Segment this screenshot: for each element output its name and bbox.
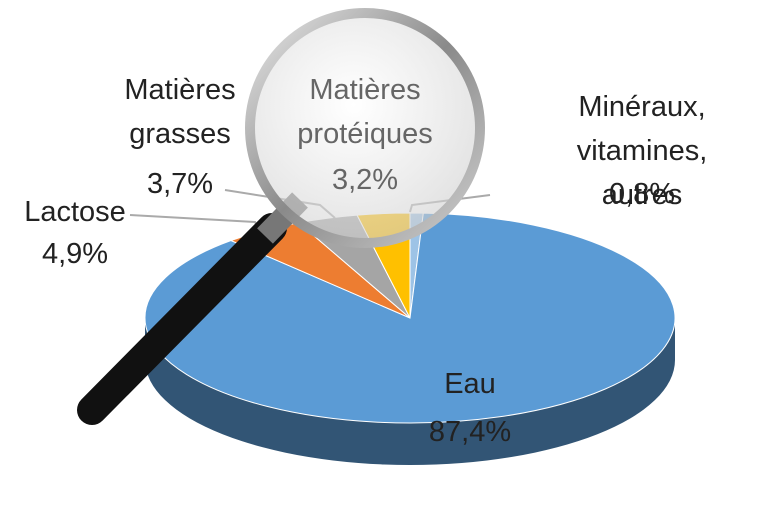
- magnifier-lens: [245, 8, 485, 248]
- value-label: 4,9%: [41, 238, 109, 270]
- leader-line: [129, 214, 263, 237]
- slice-label: Minéraux, vitamines, autres: [576, 91, 708, 211]
- magnifier-handle: [77, 213, 287, 425]
- value-label: 0,8%: [608, 178, 676, 210]
- slice-label: Eau: [444, 368, 496, 400]
- value-label: 3,7%: [146, 168, 214, 200]
- slice-label: Matières grasses: [124, 74, 236, 150]
- value-label: 3,2%: [331, 164, 399, 196]
- pie: [144, 212, 676, 465]
- magnifier: [77, 8, 485, 425]
- slice-label: Lactose: [24, 196, 126, 228]
- slice-label: Matières protéiques: [297, 74, 433, 150]
- value-label: 87,4%: [428, 416, 512, 448]
- slice-side: [145, 318, 675, 465]
